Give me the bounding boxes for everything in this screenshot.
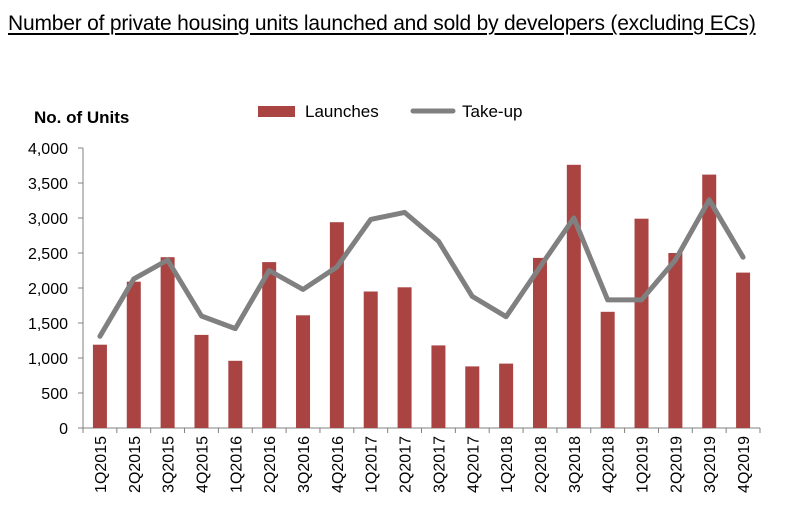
bars-launches — [92, 164, 751, 429]
bar-launches-3Q2016 — [296, 315, 311, 428]
bar-launches-2Q2015 — [126, 281, 141, 428]
bar-launches-3Q2015 — [160, 257, 175, 428]
x-tick-label: 3Q2016 — [296, 436, 313, 493]
x-tick-label: 4Q2017 — [465, 436, 482, 493]
legend: Launches Take-up — [258, 102, 522, 121]
y-tick-label: 1,500 — [28, 316, 68, 333]
line-take-up — [97, 197, 746, 339]
x-tick-label: 3Q2015 — [161, 436, 178, 493]
line-take-up-path — [97, 197, 746, 339]
bar-launches-1Q2016 — [228, 360, 243, 428]
bar-launches-4Q2015 — [194, 334, 209, 428]
bar-launches-1Q2017 — [363, 291, 378, 428]
bar-launches-4Q2016 — [329, 222, 344, 428]
bar-launches-2Q2016 — [262, 262, 277, 428]
x-tick-label: 3Q2019 — [702, 436, 719, 493]
x-tick-label: 4Q2018 — [601, 436, 618, 493]
bar-launches-3Q2017 — [431, 345, 446, 428]
x-tick-label: 4Q2019 — [736, 436, 753, 493]
y-tick-label: 2,000 — [28, 281, 68, 298]
x-tick-label: 1Q2015 — [93, 436, 110, 493]
x-tick-label: 3Q2018 — [567, 436, 584, 493]
x-tick-label: 3Q2017 — [431, 436, 448, 493]
y-tick-label: 500 — [41, 386, 68, 403]
bar-launches-4Q2017 — [465, 366, 480, 428]
x-tick-label: 2Q2018 — [533, 436, 550, 493]
legend-label-launches: Launches — [305, 102, 379, 121]
bar-launches-3Q2018 — [566, 164, 581, 429]
legend-swatch-launches — [258, 106, 295, 117]
bar-launches-1Q2019 — [634, 218, 649, 428]
y-tick-label: 4,000 — [28, 141, 68, 158]
legend-label-take-up: Take-up — [462, 102, 522, 121]
y-tick-label: 0 — [59, 421, 68, 438]
bar-launches-4Q2018 — [600, 311, 615, 428]
bar-launches-2Q2019 — [668, 253, 683, 428]
x-axis: 1Q2015 2Q2015 3Q2015 4Q2015 1Q2016 2Q2016 3Q20… — [78, 427, 761, 493]
y-tick-label: 3,000 — [28, 211, 68, 228]
bar-launches-1Q2015 — [92, 344, 107, 428]
x-tick-label: 2Q2017 — [398, 436, 415, 493]
chart-title: Number of private housing units launched… — [8, 12, 756, 35]
bar-launches-3Q2019 — [702, 174, 717, 428]
y-axis-label: No. of Units — [34, 108, 129, 127]
x-tick-label: 2Q2016 — [262, 436, 279, 493]
x-tick-label: 1Q2019 — [635, 436, 652, 493]
x-tick-label: 4Q2016 — [330, 436, 347, 493]
bar-launches-2Q2017 — [397, 287, 412, 428]
bar-launches-1Q2018 — [499, 363, 514, 428]
bar-launches-4Q2019 — [736, 272, 751, 428]
x-tick-label: 2Q2015 — [127, 436, 144, 493]
bar-launches-2Q2018 — [532, 257, 547, 428]
y-axis: 0 500 1,000 1,500 2,000 2,500 3,000 3,500 4,000 — [28, 141, 84, 438]
x-tick-label: 4Q2015 — [194, 436, 211, 493]
y-tick-label: 3,500 — [28, 176, 68, 193]
y-tick-label: 1,000 — [28, 351, 68, 368]
x-tick-label: 1Q2018 — [499, 436, 516, 493]
y-tick-label: 2,500 — [28, 246, 68, 263]
x-tick-label: 1Q2017 — [364, 436, 381, 493]
x-tick-label: 2Q2019 — [668, 436, 685, 493]
x-tick-label: 1Q2016 — [228, 436, 245, 493]
